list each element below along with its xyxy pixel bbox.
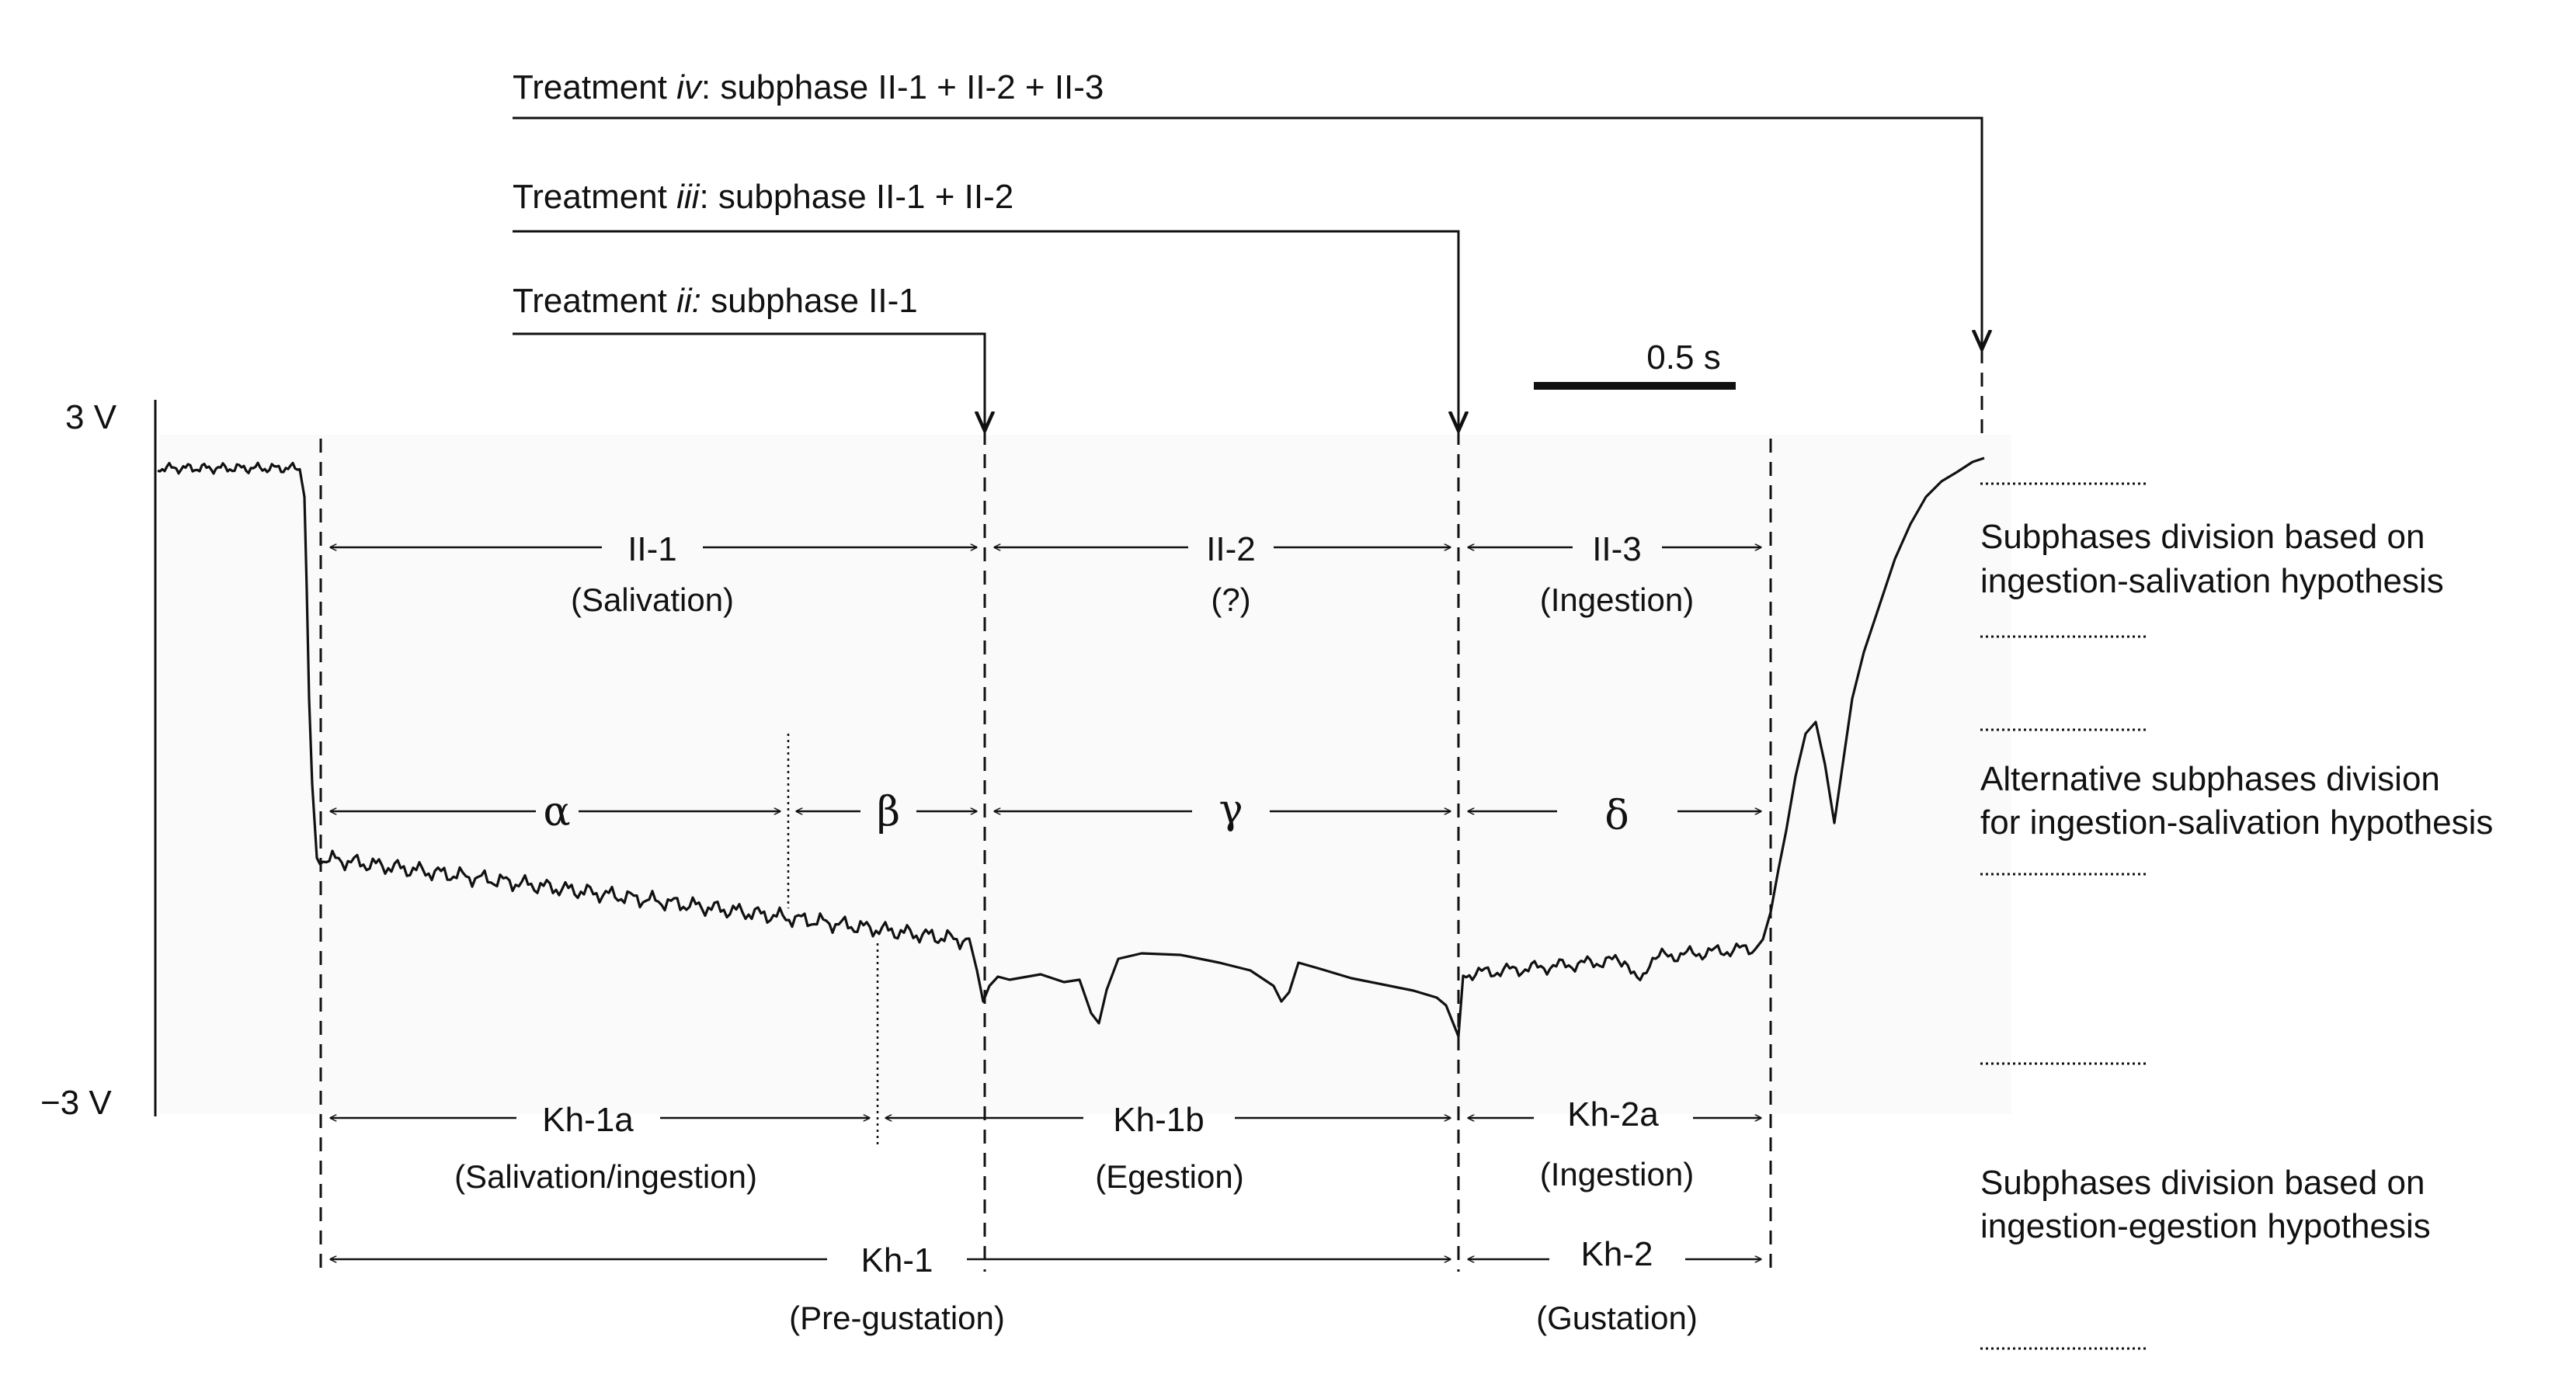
waveform-trace	[157, 456, 1985, 1038]
phase-beta-label: β	[877, 789, 900, 835]
note-alternative: Alternative subphases division for inges…	[1980, 760, 2493, 842]
svg-text:for ingestion-salivation hypot: for ingestion-salivation hypothesis	[1980, 804, 2493, 842]
phase-kh1-sub: (Pre-gustation)	[789, 1300, 1005, 1336]
svg-text:Subphases division based on: Subphases division based on	[1980, 518, 2425, 556]
phase-ii1-sub: (Salivation)	[571, 581, 734, 618]
treatment-ii-label: Treatment ii: subphase II-1	[513, 282, 918, 320]
phase-kh2a-sub: (Ingestion)	[1540, 1156, 1694, 1192]
svg-text:ingestion-egestion hypothesis: ingestion-egestion hypothesis	[1980, 1207, 2431, 1245]
plot-background	[159, 435, 2011, 1114]
phase-ii1-label: II-1	[627, 530, 677, 568]
phase-ii2-sub: (?)	[1211, 581, 1250, 618]
scale-bar-label: 0.5 s	[1646, 338, 1720, 377]
phase-boundaries	[319, 349, 1983, 1272]
treatment-iii-line	[513, 230, 1458, 431]
sub-boundaries	[787, 734, 879, 1145]
phase-alpha-label: α	[543, 789, 570, 835]
phase-ii2-label: II-2	[1206, 530, 1256, 568]
treatment-lines	[513, 116, 1982, 431]
treatment-iv-line	[513, 116, 1982, 349]
phase-ii3-label: II-3	[1592, 530, 1642, 568]
phase-gamma-label: γ	[1218, 786, 1243, 833]
y-axis-top-label: 3 V	[65, 398, 117, 436]
treatment-iv-label: Treatment iv: subphase II-1 + II-2 + II-…	[513, 68, 1104, 106]
phase-kh1b-label: Kh-1b	[1113, 1101, 1204, 1139]
phase-delta-label: δ	[1604, 793, 1629, 839]
note-ingestion-egestion: Subphases division based on ingestion-eg…	[1980, 1164, 2431, 1245]
phase-kh2-sub: (Gustation)	[1536, 1300, 1698, 1336]
y-axis-bottom-label: −3 V	[40, 1084, 112, 1122]
svg-text:Subphases division based on: Subphases division based on	[1980, 1164, 2425, 1202]
phase-ii3-sub: (Ingestion)	[1540, 581, 1694, 618]
phase-kh1-label: Kh-1	[861, 1241, 933, 1279]
treatment-labels: Treatment iv: subphase II-1 + II-2 + II-…	[513, 68, 1104, 320]
svg-text:ingestion-salivation hypothesi: ingestion-salivation hypothesis	[1980, 562, 2444, 600]
note-ingestion-salivation: Subphases division based on ingestion-sa…	[1980, 518, 2444, 600]
phase-kh2a-label: Kh-2a	[1567, 1095, 1659, 1133]
phase-kh1b-sub: (Egestion)	[1095, 1158, 1243, 1195]
phase-kh1a-label: Kh-1a	[542, 1101, 634, 1139]
treatment-iii-label: Treatment iii: subphase II-1 + II-2	[513, 178, 1013, 216]
treatment-ii-line	[513, 332, 985, 431]
svg-text:Alternative subphases division: Alternative subphases division	[1980, 760, 2440, 798]
note-separators	[1980, 482, 2147, 1350]
phase-kh2-label: Kh-2	[1581, 1235, 1653, 1273]
phase-kh1a-sub: (Salivation/ingestion)	[454, 1158, 757, 1195]
